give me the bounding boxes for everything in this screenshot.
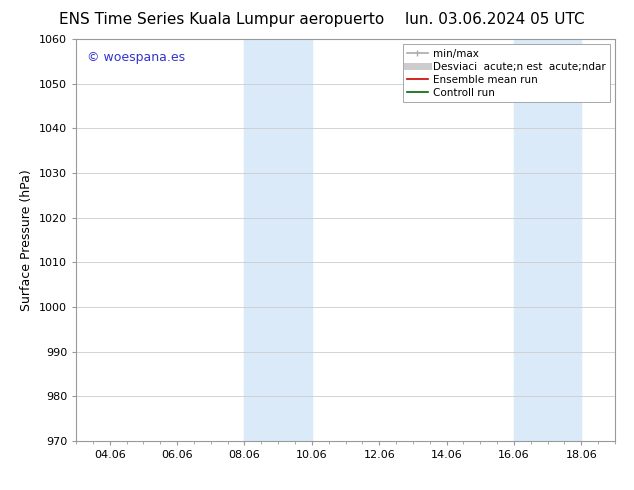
Legend: min/max, Desviaci  acute;n est  acute;ndar, Ensemble mean run, Controll run: min/max, Desviaci acute;n est acute;ndar… [403, 45, 610, 102]
Text: ENS Time Series Kuala Lumpur aeropuerto: ENS Time Series Kuala Lumpur aeropuerto [59, 12, 385, 27]
Text: lun. 03.06.2024 05 UTC: lun. 03.06.2024 05 UTC [404, 12, 585, 27]
Y-axis label: Surface Pressure (hPa): Surface Pressure (hPa) [20, 169, 34, 311]
Bar [245, 39, 312, 441]
Bar [514, 39, 581, 441]
Text: © woespana.es: © woespana.es [87, 51, 185, 64]
